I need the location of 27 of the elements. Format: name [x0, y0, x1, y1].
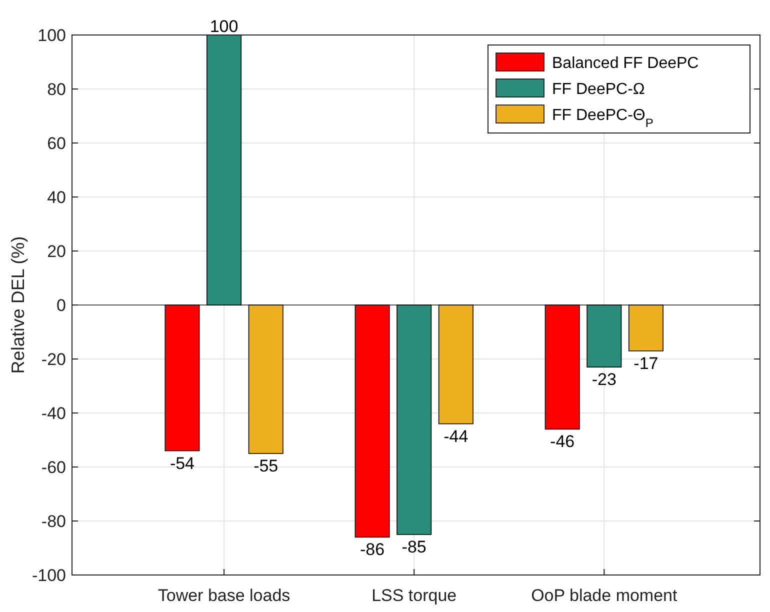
- y-tick-label: -100: [32, 566, 66, 585]
- data-label: -44: [444, 426, 468, 446]
- data-label: -17: [634, 354, 658, 373]
- y-tick-label: -20: [41, 350, 66, 369]
- data-label: -55: [254, 456, 278, 476]
- data-label: -46: [550, 432, 575, 452]
- x-tick-label: OoP blade moment: [531, 586, 678, 605]
- y-tick-label: 80: [47, 80, 66, 99]
- legend-label: FF DeePC-Θ$_{P}$: [552, 107, 654, 130]
- y-tick-label: -40: [41, 404, 66, 423]
- x-tick-label: Tower base loads: [158, 586, 290, 605]
- y-axis-title: Relative DEL (%): [8, 236, 28, 374]
- data-label: -86: [360, 540, 385, 560]
- data-label: -54: [170, 454, 195, 473]
- y-tick-label: 0: [56, 296, 66, 315]
- y-tick-label: 100: [38, 26, 66, 45]
- y-tick-label: -80: [41, 512, 66, 531]
- data-label: 100: [210, 17, 238, 36]
- legend-label: FF DeePC-Ω: [552, 81, 645, 98]
- legend-label: Balanced FF DeePC: [552, 55, 699, 72]
- x-tick-label: LSS torque: [372, 586, 457, 605]
- y-tick-label: 20: [47, 242, 66, 261]
- y-tick-label: 40: [47, 188, 66, 207]
- y-tick-label: -60: [41, 458, 66, 477]
- data-label: -23: [592, 370, 616, 390]
- data-label: -85: [402, 538, 426, 556]
- y-tick-label: 60: [47, 134, 66, 153]
